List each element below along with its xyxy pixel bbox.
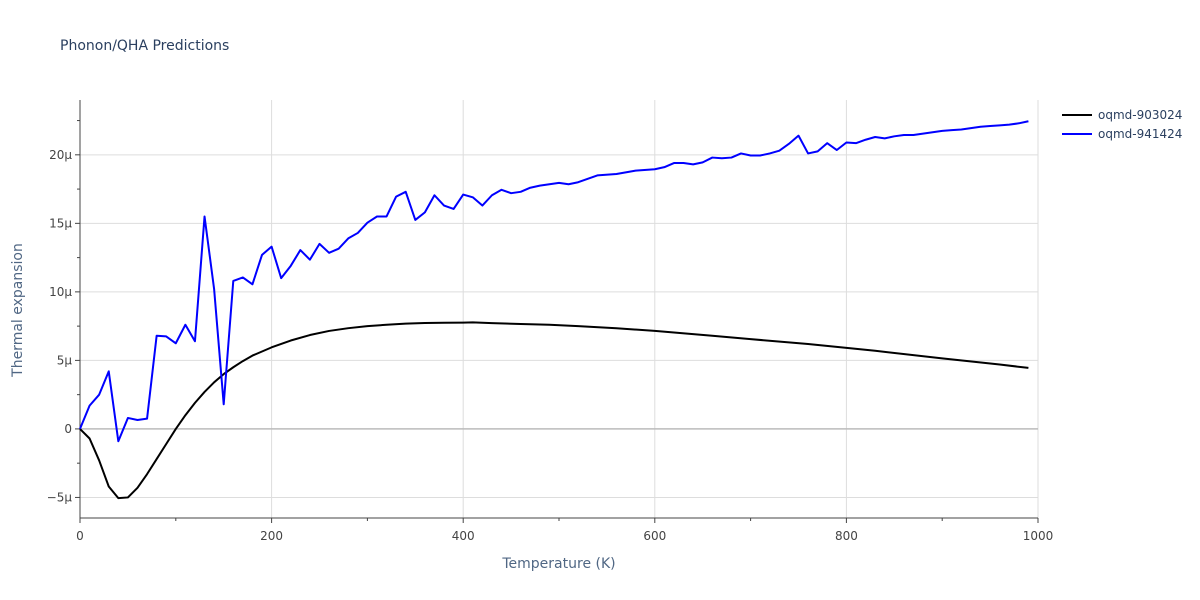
y-tick-label: 15μ [49,216,72,230]
x-tick-label: 1000 [1023,529,1054,543]
x-tick-label: 0 [76,529,84,543]
y-axis-title: Thermal expansion [10,243,26,378]
y-tick-label: 20μ [49,148,72,162]
legend-label-2: oqmd-941424 [1098,127,1182,141]
legend[interactable]: oqmd-903024 oqmd-941424 [1062,108,1182,141]
x-tick-label: 600 [643,529,666,543]
chart-title: Phonon/QHA Predictions [60,38,229,54]
x-axis-title: Temperature (K) [501,556,615,572]
y-tick-label: 5μ [57,353,73,367]
legend-item-1[interactable]: oqmd-903024 [1062,108,1182,122]
series-line-oqmd-903024[interactable] [79,321,1029,500]
y-tick-label: 0 [64,422,72,436]
grid-layer [80,100,1039,518]
x-tick-label: 400 [452,529,475,543]
y-tick-label: −5μ [47,490,73,504]
legend-item-2[interactable]: oqmd-941424 [1062,127,1182,141]
tick-layer: 0 200 400 600 800 1000 −5μ 0 5μ 10μ 15μ 20μ [47,148,1054,543]
series-line-oqmd-941424[interactable] [79,120,1029,443]
x-tick-label: 200 [260,529,283,543]
axis-layer [75,100,1039,523]
y-tick-label: 10μ [49,285,72,299]
series-layer [79,120,1029,500]
legend-label-1: oqmd-903024 [1098,108,1182,122]
x-tick-label: 800 [835,529,858,543]
